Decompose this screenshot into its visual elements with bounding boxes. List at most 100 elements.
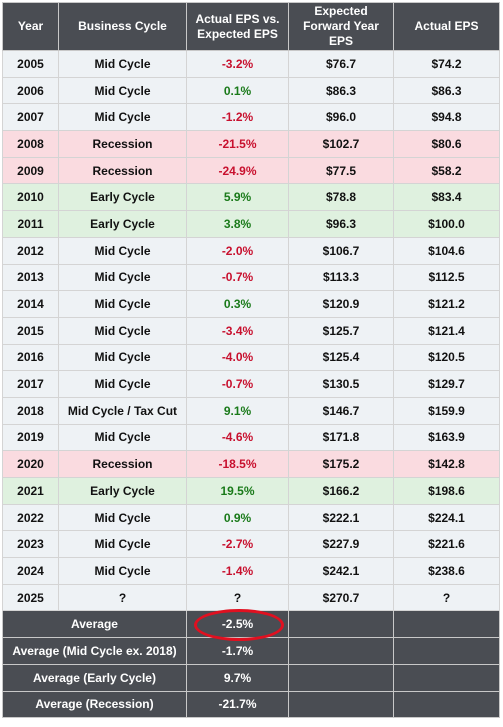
diff-cell: 0.1% <box>186 76 289 105</box>
year-cell: 2010 <box>2 183 59 212</box>
cycle-cell: Early Cycle <box>58 183 187 212</box>
expected-eps-cell: $242.1 <box>288 557 394 585</box>
diff-cell: -2.0% <box>186 236 289 265</box>
average-value-cell: -2.5% <box>186 609 289 642</box>
actual-eps-cell: $121.4 <box>393 316 500 345</box>
table-row: 2007 Mid Cycle -1.2% $96.0 $94.8 <box>2 103 500 132</box>
table-row: 2011 Early Cycle 3.8% $96.3 $100.0 <box>2 210 500 238</box>
average-label: Average (Recession) <box>2 690 187 719</box>
expected-eps-cell: $96.0 <box>288 103 394 132</box>
cycle-cell: ? <box>58 583 187 612</box>
actual-eps-cell: $83.4 <box>393 183 500 212</box>
table-row: 2016 Mid Cycle -4.0% $125.4 $120.5 <box>2 343 500 372</box>
empty-cell <box>288 663 394 692</box>
eps-table-container: Year Business Cycle Actual EPS vs. Expec… <box>2 2 500 719</box>
average-label: Average (Mid Cycle ex. 2018) <box>2 637 187 665</box>
year-cell: 2012 <box>2 236 59 265</box>
actual-eps-cell: $224.1 <box>393 503 500 532</box>
diff-cell: -0.7% <box>186 263 289 292</box>
expected-eps-cell: $120.9 <box>288 290 394 318</box>
diff-cell: -4.6% <box>186 423 289 452</box>
actual-eps-cell: $112.5 <box>393 263 500 292</box>
diff-cell: -4.0% <box>186 343 289 372</box>
diff-cell: -1.2% <box>186 103 289 132</box>
actual-eps-cell: $120.5 <box>393 343 500 372</box>
table-row: 2012 Mid Cycle -2.0% $106.7 $104.6 <box>2 236 500 265</box>
actual-eps-cell: $74.2 <box>393 50 500 78</box>
expected-eps-cell: $76.7 <box>288 50 394 78</box>
header-business-cycle: Business Cycle <box>58 2 187 51</box>
diff-cell: 19.5% <box>186 477 289 505</box>
year-cell: 2025 <box>2 583 59 612</box>
diff-cell: -24.9% <box>186 156 289 185</box>
average-value: 9.7% <box>186 663 289 692</box>
year-cell: 2013 <box>2 263 59 292</box>
table-row: 2017 Mid Cycle -0.7% $130.5 $129.7 <box>2 370 500 398</box>
cycle-cell: Mid Cycle <box>58 343 187 372</box>
diff-cell: 9.1% <box>186 396 289 425</box>
header-actual-vs-expected: Actual EPS vs. Expected EPS <box>186 2 289 51</box>
empty-cell <box>288 637 394 665</box>
table-row: 2019 Mid Cycle -4.6% $171.8 $163.9 <box>2 423 500 452</box>
table-row: 2024 Mid Cycle -1.4% $242.1 $238.6 <box>2 557 500 585</box>
year-cell: 2024 <box>2 557 59 585</box>
cycle-cell: Mid Cycle <box>58 557 187 585</box>
year-cell: 2009 <box>2 156 59 185</box>
table-row: 2010 Early Cycle 5.9% $78.8 $83.4 <box>2 183 500 212</box>
average-row: Average (Early Cycle) 9.7% <box>2 663 500 692</box>
cycle-cell: Early Cycle <box>58 477 187 505</box>
empty-cell <box>393 663 500 692</box>
expected-eps-cell: $125.4 <box>288 343 394 372</box>
actual-eps-cell: $142.8 <box>393 450 500 478</box>
cycle-cell: Recession <box>58 156 187 185</box>
year-cell: 2014 <box>2 290 59 318</box>
expected-eps-cell: $146.7 <box>288 396 394 425</box>
diff-cell: 0.9% <box>186 503 289 532</box>
cycle-cell: Mid Cycle <box>58 76 187 105</box>
cycle-cell: Mid Cycle <box>58 503 187 532</box>
average-row: Average -2.5% <box>2 609 500 642</box>
actual-eps-cell: $121.2 <box>393 290 500 318</box>
cycle-cell: Mid Cycle <box>58 370 187 398</box>
table-row: 2005 Mid Cycle -3.2% $76.7 $74.2 <box>2 50 500 78</box>
average-value: -21.7% <box>186 690 289 719</box>
expected-eps-cell: $130.5 <box>288 370 394 398</box>
actual-eps-cell: $198.6 <box>393 477 500 505</box>
year-cell: 2023 <box>2 530 59 559</box>
cycle-cell: Mid Cycle <box>58 290 187 318</box>
empty-cell <box>288 610 394 639</box>
header-year: Year <box>2 2 59 51</box>
actual-eps-cell: $94.8 <box>393 103 500 132</box>
year-cell: 2005 <box>2 50 59 78</box>
diff-cell: -3.4% <box>186 316 289 345</box>
year-cell: 2017 <box>2 370 59 398</box>
expected-eps-cell: $166.2 <box>288 477 394 505</box>
expected-eps-cell: $113.3 <box>288 263 394 292</box>
year-cell: 2006 <box>2 76 59 105</box>
actual-eps-cell: $100.0 <box>393 210 500 238</box>
actual-eps-cell: $86.3 <box>393 76 500 105</box>
header-actual-eps: Actual EPS <box>393 2 500 51</box>
year-cell: 2018 <box>2 396 59 425</box>
average-value: -1.7% <box>186 637 289 665</box>
table-row: 2008 Recession -21.5% $102.7 $80.6 <box>2 130 500 158</box>
table-row: 2020 Recession -18.5% $175.2 $142.8 <box>2 450 500 478</box>
expected-eps-cell: $227.9 <box>288 530 394 559</box>
year-cell: 2021 <box>2 477 59 505</box>
expected-eps-cell: $86.3 <box>288 76 394 105</box>
actual-eps-cell: $129.7 <box>393 370 500 398</box>
expected-eps-cell: $77.5 <box>288 156 394 185</box>
table-row: 2014 Mid Cycle 0.3% $120.9 $121.2 <box>2 290 500 318</box>
cycle-cell: Mid Cycle <box>58 103 187 132</box>
average-row: Average (Mid Cycle ex. 2018) -1.7% <box>2 637 500 665</box>
average-value: -2.5% <box>221 617 254 632</box>
cycle-cell: Recession <box>58 130 187 158</box>
average-label: Average <box>2 610 187 639</box>
empty-cell <box>393 610 500 639</box>
cycle-cell: Recession <box>58 450 187 478</box>
empty-cell <box>393 690 500 719</box>
diff-cell: -21.5% <box>186 130 289 158</box>
actual-eps-cell: $104.6 <box>393 236 500 265</box>
diff-cell: 0.3% <box>186 290 289 318</box>
year-cell: 2007 <box>2 103 59 132</box>
